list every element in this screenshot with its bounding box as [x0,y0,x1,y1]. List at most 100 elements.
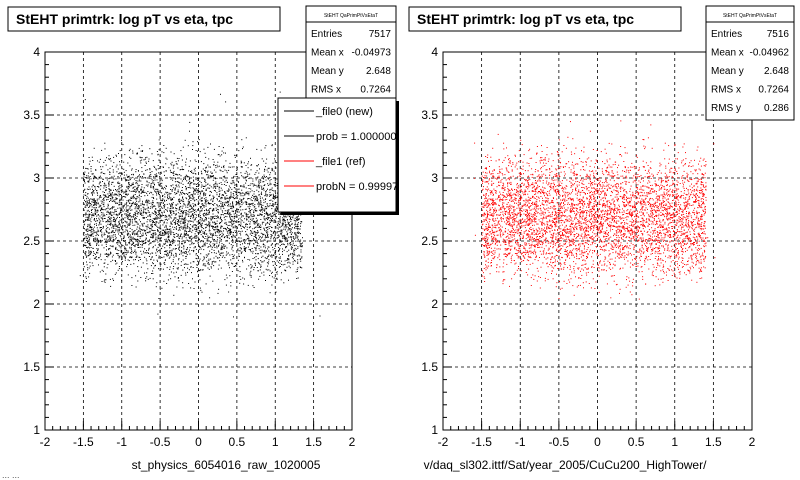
scatter-point [135,169,137,170]
scatter-point [182,211,184,213]
scatter-point [96,248,98,250]
y-tick-label: 1 [33,423,40,437]
scatter-point [105,164,107,166]
scatter-point [97,214,99,216]
scatter-point [169,216,171,218]
scatter-point [270,221,271,223]
scatter-point [264,201,266,203]
scatter-point [117,181,119,183]
scatter-point [128,260,130,262]
scatter-point [240,209,242,211]
scatter-point [240,223,242,225]
scatter-point [232,238,234,240]
scatter-point [277,221,279,223]
scatter-point [276,210,277,212]
scatter-point [134,234,136,236]
scatter-point [239,241,241,243]
scatter-point [162,202,164,204]
scatter-point [187,182,189,184]
scatter-point [205,213,207,215]
scatter-point [166,203,168,205]
scatter-point [93,213,95,215]
scatter-point [109,159,111,161]
scatter-point [256,219,258,221]
scatter-point [282,219,284,221]
scatter-point [260,210,261,212]
scatter-point [197,185,199,187]
scatter-point [242,261,244,263]
scatter-point [224,191,226,193]
scatter-point [238,250,240,252]
scatter-point [170,254,172,256]
scatter-point [297,227,299,229]
scatter-point [183,234,185,236]
scatter-point [145,230,147,232]
scatter-point [209,222,211,224]
scatter-point [231,218,233,220]
scatter-point [124,217,126,219]
scatter-point [261,256,263,258]
scatter-point [205,283,207,285]
scatter-point [269,224,271,225]
scatter-point [142,150,144,152]
scatter-point [208,253,210,255]
scatter-point [97,238,99,240]
scatter-point [199,247,201,249]
scatter-point [193,179,194,181]
scatter-point [145,200,147,202]
scatter-point [245,223,247,225]
scatter-point [177,212,179,214]
scatter-point [140,213,142,215]
scatter-point [249,198,251,200]
scatter-point [226,229,227,231]
scatter-point [229,213,231,215]
scatter-point [161,233,163,234]
scatter-point [143,252,145,254]
scatter-point [145,169,147,171]
scatter-point [173,153,175,155]
scatter-point [148,253,149,254]
scatter-point [183,192,184,194]
scatter-point [176,208,178,210]
scatter-point [249,173,251,175]
scatter-point [194,189,196,191]
scatter-point [139,200,141,202]
scatter-point [294,233,296,235]
scatter-point [276,203,278,205]
scatter-point [272,203,274,205]
scatter-point [131,203,133,204]
scatter-point [192,267,194,268]
scatter-point [134,218,136,220]
scatter-point [165,233,167,235]
scatter-point [228,234,230,236]
scatter-point [144,208,146,210]
scatter-point [245,214,247,216]
scatter-point [200,161,202,163]
scatter-point [93,252,95,254]
scatter-point [127,193,129,195]
scatter-point [253,214,255,216]
scatter-point [256,232,258,234]
scatter-point [142,225,144,227]
scatter-point [117,241,119,243]
scatter-point [208,221,209,223]
scatter-point [185,206,187,208]
scatter-point [83,179,85,181]
scatter-point [152,246,154,248]
scatter-point [116,249,118,251]
scatter-point [190,194,192,196]
scatter-point [196,228,198,229]
scatter-point [232,223,234,225]
scatter-point [93,199,95,201]
scatter-point [220,170,222,172]
scatter-point [267,171,269,173]
scatter-point [195,211,197,213]
scatter-point [135,253,137,255]
scatter-point [218,257,220,259]
scatter-point [206,233,208,235]
scatter-point [125,227,127,229]
scatter-point [176,286,178,288]
scatter-point [172,240,174,242]
scatter-point [157,165,159,166]
scatter-point [107,199,109,200]
